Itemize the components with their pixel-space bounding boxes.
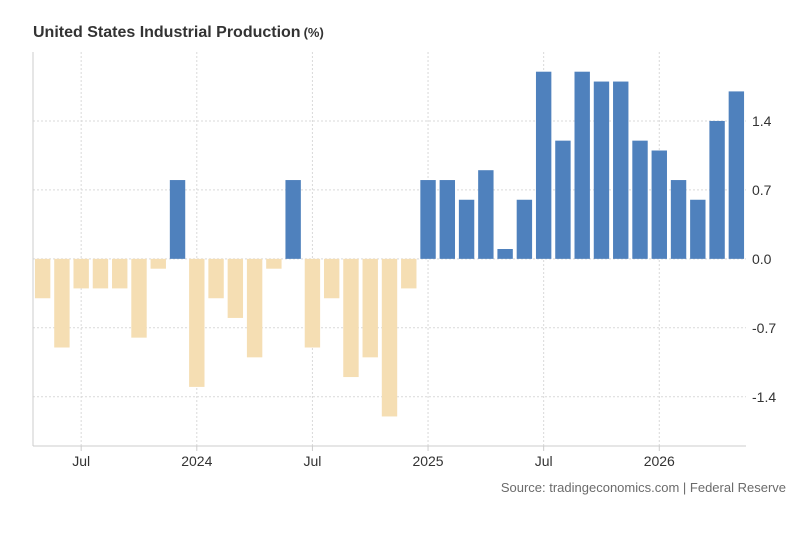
bar <box>112 258 128 289</box>
x-tick-label: Jul <box>72 453 90 469</box>
bar <box>343 258 359 378</box>
source-note: Source: tradingeconomics.com | Federal R… <box>500 480 786 495</box>
bar <box>73 258 89 289</box>
x-axis-ticks: Jul 2024 Jul 2025 Jul 2026 <box>72 453 675 469</box>
bar <box>651 150 667 259</box>
plot-frame <box>32 52 746 451</box>
bar <box>54 258 70 348</box>
bar <box>227 258 244 318</box>
chart-title: United States Industrial Production <box>33 24 301 41</box>
y-axis-ticks: 1.4 0.7 0.0 -0.7 -1.4 <box>752 113 776 405</box>
bar <box>613 81 629 259</box>
x-tick-label: 2026 <box>644 453 675 469</box>
bar <box>728 91 745 259</box>
bar <box>555 140 571 259</box>
y-tick-label: -1.4 <box>752 389 776 405</box>
bars <box>34 71 745 417</box>
bar <box>266 258 282 269</box>
x-tick-label: 2025 <box>412 453 443 469</box>
bar <box>169 180 186 259</box>
bar <box>535 71 552 259</box>
y-tick-label: 1.4 <box>752 113 772 129</box>
y-tick-label: 0.0 <box>752 251 772 267</box>
bar <box>323 258 340 299</box>
x-tick-label: 2024 <box>181 453 212 469</box>
bar <box>709 120 725 259</box>
x-tick-label: Jul <box>535 453 553 469</box>
bar <box>420 180 436 259</box>
x-tick-label: Jul <box>303 453 321 469</box>
y-tick-label: -0.7 <box>752 320 776 336</box>
bar <box>670 180 687 259</box>
bar <box>285 180 301 259</box>
bar <box>189 258 205 387</box>
y-tick-label: 0.7 <box>752 182 772 198</box>
bar <box>439 180 456 259</box>
bar <box>131 258 147 338</box>
bar <box>516 199 533 259</box>
bar <box>458 199 475 259</box>
chart-title-row: United States Industrial Production (%) <box>33 24 324 42</box>
bar <box>381 258 398 417</box>
bar <box>574 71 590 259</box>
bar <box>690 199 706 259</box>
bar <box>304 258 321 348</box>
bar <box>246 258 263 358</box>
bar <box>632 140 648 259</box>
bar <box>593 81 610 259</box>
chart-unit: (%) <box>303 25 324 40</box>
bar <box>401 258 417 289</box>
bar <box>208 258 224 299</box>
bar <box>478 170 494 259</box>
bar <box>34 258 51 299</box>
bar <box>362 258 378 358</box>
bar <box>150 258 166 269</box>
bar <box>497 249 513 259</box>
bar <box>92 258 109 289</box>
